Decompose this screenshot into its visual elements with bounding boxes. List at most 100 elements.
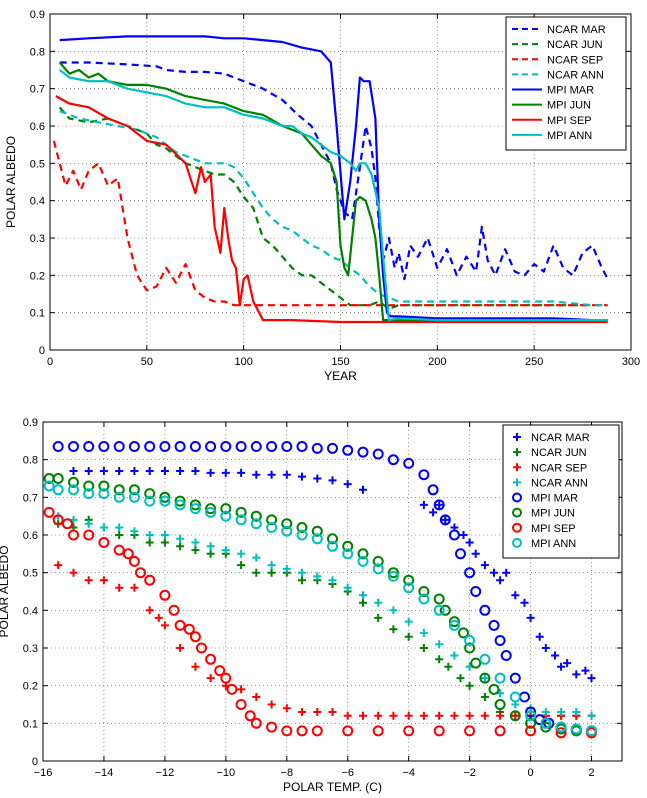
circle-marker	[433, 593, 445, 605]
series-line-mpi-mar	[59, 35, 608, 322]
circle-marker	[311, 525, 323, 537]
circle-marker	[83, 441, 95, 452]
legend-item: MPI JUN	[512, 100, 591, 112]
plus-marker	[237, 561, 246, 570]
legend-label: NCAR SEP	[547, 54, 603, 66]
circle-marker	[311, 725, 323, 737]
y-tick-label: 0.7	[30, 84, 45, 96]
plus-marker	[84, 519, 93, 528]
x-tick-label: −6	[341, 767, 354, 779]
circle-marker	[509, 691, 521, 703]
circle-marker	[458, 627, 469, 639]
plus-marker	[587, 711, 596, 720]
plus-marker	[328, 708, 337, 716]
circle-marker	[281, 441, 293, 452]
plus-marker	[520, 598, 529, 607]
circle-marker	[494, 725, 506, 737]
circle-marker	[403, 582, 415, 594]
circle-marker	[464, 567, 476, 579]
circle-marker	[372, 448, 384, 460]
plus-marker	[191, 467, 200, 475]
y-tick-label: 0.6	[23, 530, 38, 542]
x-tick-label: −4	[402, 767, 415, 779]
plus-marker	[480, 674, 489, 683]
plus-marker	[465, 681, 474, 690]
plus-marker	[343, 583, 352, 592]
plus-marker	[404, 711, 413, 720]
circle-marker	[311, 533, 323, 545]
plus-marker	[502, 568, 511, 577]
circle-marker	[226, 683, 238, 695]
legend-box	[505, 16, 627, 151]
circle-marker	[281, 725, 293, 737]
circle-marker	[144, 488, 156, 500]
x-tick-label: 2	[588, 767, 594, 779]
plus-marker	[419, 500, 428, 509]
plus-marker	[115, 523, 124, 532]
legend-label: NCAR JUN	[531, 447, 587, 459]
circle-marker	[509, 710, 521, 722]
circle-marker	[555, 721, 567, 733]
plus-marker	[496, 576, 505, 585]
plus-marker	[130, 527, 139, 536]
y-tick-label: 0.1	[23, 718, 38, 730]
plus-marker	[298, 576, 306, 585]
plus-marker	[99, 523, 108, 532]
circle-marker	[418, 586, 430, 597]
plus-marker	[84, 467, 93, 475]
legend-label: MPI MAR	[547, 85, 594, 97]
plus-marker	[130, 467, 139, 475]
circle-marker	[439, 514, 451, 526]
legend-plus-marker	[513, 448, 521, 457]
y-tick-label: 0.4	[30, 196, 45, 208]
circle-marker	[455, 548, 466, 560]
circle-marker	[250, 717, 262, 729]
series-line-ncar-mar	[59, 61, 609, 281]
plus-marker	[419, 711, 428, 720]
legend-plus-marker	[513, 463, 521, 472]
circle-marker	[174, 499, 186, 511]
legend-item: MPI SEP	[512, 522, 576, 535]
y-tick-label: 0.6	[30, 121, 45, 133]
circle-marker	[464, 642, 476, 654]
plus-marker	[267, 470, 276, 479]
circle-marker	[98, 488, 110, 500]
circle-marker	[500, 650, 512, 661]
circle-marker	[250, 510, 262, 522]
circle-marker	[113, 491, 125, 503]
legend-circle-marker	[512, 507, 522, 518]
plus-marker	[456, 674, 465, 683]
circle-marker	[470, 657, 482, 669]
legend-label: NCAR SEP	[531, 462, 587, 474]
plus-marker	[328, 576, 337, 585]
plus-marker	[535, 632, 544, 641]
plus-marker	[587, 674, 596, 683]
circle-marker	[68, 441, 79, 452]
plus-marker	[419, 628, 428, 637]
legend-item: NCAR ANN	[512, 69, 604, 81]
plus-marker	[450, 651, 459, 660]
y-axis-label: POLAR ALBEDO	[4, 136, 18, 228]
circle-marker	[342, 548, 354, 560]
plus-marker	[511, 591, 520, 600]
circle-marker	[144, 574, 156, 586]
plus-marker	[557, 708, 566, 716]
plus-marker	[557, 662, 566, 671]
y-tick-label: 0.9	[30, 9, 45, 21]
legend-plus-marker	[513, 433, 521, 441]
circle-marker	[214, 665, 226, 677]
legend-plus-marker	[513, 478, 521, 487]
plus-marker	[267, 568, 276, 577]
circle-marker	[494, 699, 506, 710]
circle-marker	[113, 484, 125, 496]
legend-item: NCAR MAR	[513, 432, 590, 444]
plus-marker	[154, 613, 163, 622]
circle-marker	[196, 642, 207, 654]
circle-marker	[159, 589, 171, 601]
x-tick-label: 50	[141, 356, 153, 368]
circle-marker	[52, 473, 64, 484]
circle-marker	[235, 699, 247, 710]
circle-marker	[327, 540, 338, 552]
y-tick-label: 0.3	[30, 233, 45, 245]
axes-frame	[49, 13, 632, 351]
